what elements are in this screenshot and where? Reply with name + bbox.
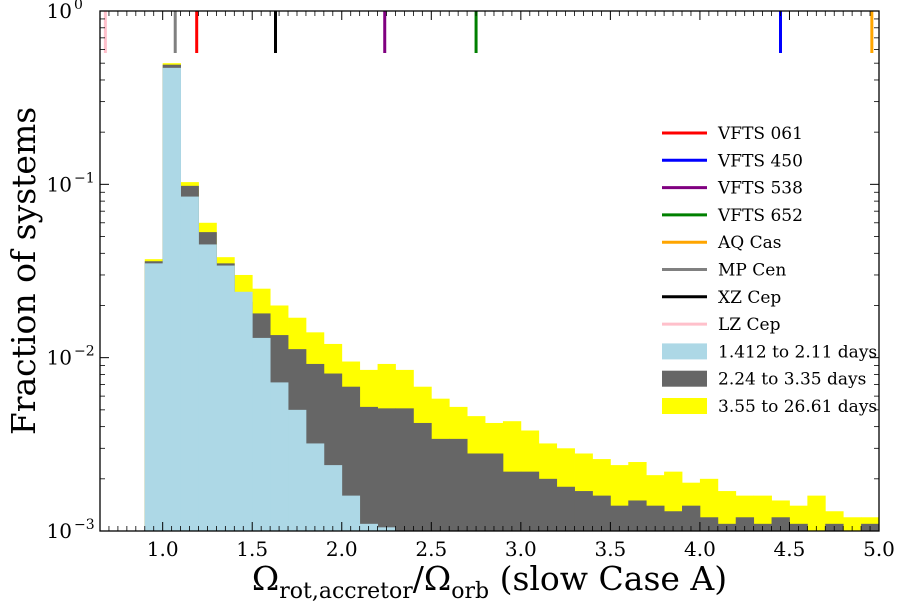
histogram-bar-series-2-bin-30 (664, 511, 683, 531)
histogram-bar-series-1-bin-3 (180, 196, 199, 531)
legend-label-6: MP Cen (718, 261, 786, 281)
x-tick-label-6: 3.5 (594, 537, 626, 561)
legend-label-3: VFTS 538 (717, 179, 803, 199)
legend-label-11: 3.55 to 26.61 days (718, 397, 877, 417)
y-tick-base: 10 (47, 0, 72, 23)
histogram-bar-series-1-bin-6 (234, 291, 253, 531)
y-axis-label: Fraction of systems (4, 107, 43, 435)
histogram-bar-series-2-bin-15 (395, 408, 414, 531)
histogram-bar-series-1-bin-7 (252, 337, 271, 531)
legend-label-2: VFTS 450 (717, 151, 803, 171)
histogram-bar-series-3-bin-40 (843, 517, 862, 531)
histogram-bar-series-1-bin-11 (323, 465, 343, 531)
legend-label-9: 1.412 to 2.11 days (718, 342, 877, 362)
histogram-bar-series-2-bin-19 (467, 453, 486, 531)
histogram-bar-series-1-bin-2 (162, 67, 181, 532)
histogram-bar-series-2-bin-13 (359, 406, 378, 531)
x-tick-label-2: 1.5 (236, 537, 268, 561)
y-tick-label-1: 10 (47, 519, 72, 543)
legend: VFTS 061 VFTS 450 VFTS 538 VFTS 652 AQ Cas MP… (662, 124, 877, 417)
histogram-bar-series-2-bin-32 (699, 517, 719, 531)
x-tick-label-4: 2.5 (415, 537, 447, 561)
histogram-bar-series-1-bin-1 (144, 263, 164, 531)
histogram-bar-series-3-bin-38 (807, 495, 826, 531)
y-tick-exponent-1: −3 (74, 517, 95, 533)
x-label-part-main: Ω (252, 559, 279, 598)
legend-swatch-9 (662, 343, 707, 360)
y-tick-exponent-3: −1 (74, 170, 95, 186)
histogram-bar-series-3-bin-33 (717, 491, 737, 531)
legend-label-10: 2.24 to 3.35 days (718, 370, 866, 390)
y-tick-base: 10 (47, 172, 72, 196)
histogram-bar-series-2-bin-24 (556, 486, 575, 531)
histogram-bar-series-2-bin-16 (413, 422, 432, 531)
histogram-bar-series-2-bin-14 (377, 408, 396, 531)
x-tick-label-3: 2.0 (326, 537, 358, 561)
y-tick-base: 10 (47, 519, 72, 543)
histogram-bar-series-2-bin-18 (449, 438, 468, 531)
legend-label-7: XZ Cep (718, 288, 781, 308)
histogram-bar-series-2-bin-25 (574, 491, 593, 531)
x-label-part-sub1: rot,accretor (279, 579, 413, 604)
markers-layer (103, 11, 874, 53)
x-label-part-suffix: (slow Case A) (489, 559, 727, 598)
histogram-bar-series-1-bin-10 (305, 443, 325, 531)
bars-layer (144, 63, 880, 532)
histogram-bar-series-3-bin-35 (753, 495, 772, 531)
legend-label-4: VFTS 652 (717, 206, 803, 226)
ticks-layer (99, 10, 880, 532)
x-tick-label-7: 4.0 (684, 537, 716, 561)
histogram-bar-series-2-bin-12 (341, 386, 361, 531)
histogram-bar-series-2-bin-31 (682, 505, 701, 531)
x-tick-label-8: 4.5 (774, 537, 806, 561)
x-tick-label-9: 5.0 (863, 537, 895, 561)
histogram-bar-series-2-bin-21 (502, 471, 522, 531)
histogram-bar-series-1-bin-9 (288, 409, 307, 531)
x-axis-label: Ωrot,accretor/Ωorb (slow Case A) (252, 559, 727, 604)
histogram-bar-series-2-bin-27 (610, 505, 629, 531)
y-tick-base: 10 (47, 346, 72, 370)
histogram-bar-series-2-bin-28 (628, 500, 647, 531)
y-tick-exponent-2: −2 (74, 344, 95, 360)
histogram-bar-series-2-bin-22 (520, 471, 540, 531)
x-label-part-sub2: orb (451, 579, 489, 604)
histogram-bar-series-2-bin-34 (735, 517, 755, 531)
legend-label-8: LZ Cep (718, 315, 781, 335)
histogram-bar-series-2-bin-17 (431, 438, 450, 531)
legend-swatch-11 (662, 398, 707, 414)
histogram-bar-series-2-bin-36 (771, 517, 790, 531)
histogram-bar-series-1-bin-4 (198, 244, 217, 531)
histogram-bar-series-2-bin-29 (646, 505, 665, 531)
histogram-bar-series-1-bin-8 (270, 382, 289, 531)
histogram-bar-series-1-bin-5 (216, 265, 235, 531)
y-tick-exponent-4: 0 (74, 0, 83, 13)
histogram-bar-series-2-bin-26 (592, 495, 611, 531)
histogram-bar-series-2-bin-20 (485, 453, 504, 531)
histogram-bar-series-1-bin-12 (341, 495, 361, 531)
x-tick-label-1: 1.0 (147, 537, 179, 561)
labels-layer: 1.0 1.5 2.0 2.5 3.0 3.5 4.0 4.5 5.010 −310 −210 −11… (4, 0, 895, 604)
x-label-part-slash: /Ω (413, 559, 451, 598)
y-tick-label-3: 10 (47, 172, 72, 196)
plot-frame (99, 10, 880, 532)
legend-label-5: AQ Cas (717, 233, 781, 253)
legend-label-1: VFTS 061 (717, 124, 803, 144)
legend-swatch-10 (662, 370, 707, 387)
x-tick-label-5: 3.0 (505, 537, 537, 561)
y-tick-label-2: 10 (47, 346, 72, 370)
y-tick-label-4: 10 (47, 0, 72, 23)
histogram-bar-series-2-bin-23 (538, 478, 558, 531)
